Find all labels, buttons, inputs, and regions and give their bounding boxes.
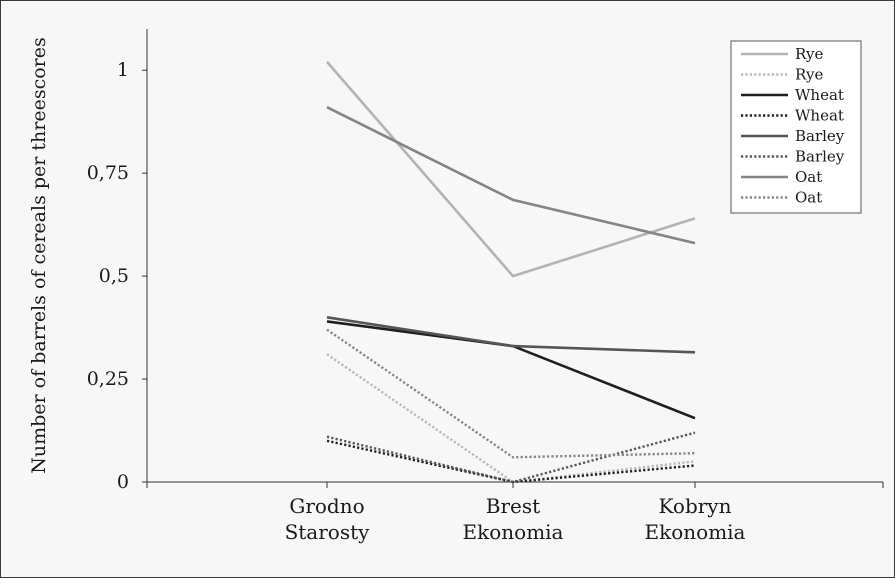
legend-label: Oat xyxy=(795,168,822,186)
x-category-label: Brest Ekonomia xyxy=(463,494,564,544)
y-tick-label: 0,25 xyxy=(87,368,129,390)
y-ticks: 0 0,25 0,5 0,75 1 xyxy=(87,59,147,493)
legend-label: Rye xyxy=(795,45,824,63)
x-ticks: Grodno Starosty Brest Ekonomia Kobryn Ekonomi… xyxy=(146,482,884,544)
legend: Rye Rye Wheat Wheat Barley Barley Oat Oat xyxy=(730,40,862,214)
series-line-rye-solid xyxy=(326,61,696,278)
y-tick-label: 1 xyxy=(117,59,129,81)
legend-label: Rye xyxy=(795,66,824,84)
legend-label: Wheat xyxy=(795,107,844,125)
y-tick-label: 0 xyxy=(117,471,129,493)
series-line-wheat-dotted xyxy=(326,439,696,484)
y-axis-label: Number of barrels of cereals per threesc… xyxy=(28,37,50,473)
series-line-oat-dotted xyxy=(326,328,696,459)
legend-label: Barley xyxy=(795,148,845,166)
x-category-label: Kobryn Ekonomia xyxy=(645,494,746,544)
legend-label: Oat xyxy=(795,189,822,207)
legend-label: Barley xyxy=(795,127,845,145)
series-lines xyxy=(326,61,696,484)
y-tick-label: 0,75 xyxy=(87,162,129,184)
legend-box xyxy=(730,40,862,214)
series-line-wheat-solid xyxy=(326,320,696,420)
series-line-rye-dotted xyxy=(326,353,696,484)
series-line-barley-dotted xyxy=(326,431,696,484)
y-tick-label: 0,5 xyxy=(99,265,129,287)
series-line-barley-solid xyxy=(326,316,696,354)
legend-label: Wheat xyxy=(795,86,844,104)
axes xyxy=(146,29,883,483)
x-category-label: Grodno Starosty xyxy=(285,494,371,544)
series-line-oat-solid xyxy=(326,106,696,245)
